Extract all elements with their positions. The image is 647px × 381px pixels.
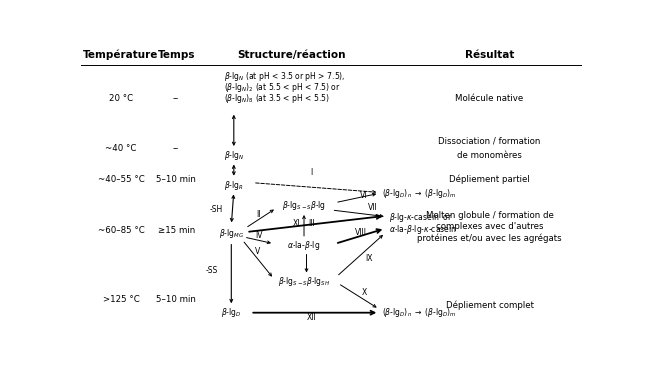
- Text: X: X: [362, 288, 367, 297]
- Text: VIII: VIII: [355, 228, 367, 237]
- Text: 20 °C: 20 °C: [109, 94, 133, 103]
- Text: IV: IV: [255, 231, 263, 240]
- Text: $\beta$-lg$_{S-S}$$\beta$-lg: $\beta$-lg$_{S-S}$$\beta$-lg: [282, 199, 326, 212]
- Text: $\beta$-lg$_{MG}$: $\beta$-lg$_{MG}$: [219, 227, 244, 240]
- Text: ≥15 min: ≥15 min: [157, 226, 195, 235]
- Text: Structure/réaction: Structure/réaction: [237, 50, 345, 59]
- Text: IX: IX: [366, 254, 373, 263]
- Text: ~60–85 °C: ~60–85 °C: [98, 226, 144, 235]
- Text: I: I: [311, 168, 313, 177]
- Text: protéines et/ou avec les agrégats: protéines et/ou avec les agrégats: [417, 233, 562, 243]
- Text: Dépliement partiel: Dépliement partiel: [449, 174, 530, 184]
- Text: Température: Température: [83, 49, 159, 60]
- Text: VI: VI: [360, 191, 368, 200]
- Text: -SS: -SS: [206, 266, 219, 275]
- Text: II: II: [257, 210, 261, 219]
- Text: ~40–55 °C: ~40–55 °C: [98, 175, 144, 184]
- Text: V: V: [256, 247, 261, 256]
- Text: 5–10 min: 5–10 min: [156, 175, 196, 184]
- Text: $\alpha$-la-$\beta$-lg: $\alpha$-la-$\beta$-lg: [287, 239, 321, 252]
- Text: complexes avec d'autres: complexes avec d'autres: [436, 222, 543, 231]
- Text: XII: XII: [307, 314, 316, 322]
- Text: Dissociation / formation: Dissociation / formation: [439, 136, 541, 146]
- Text: $\beta$-lg$_{S-S}$$\beta$-lg$_{SH}$: $\beta$-lg$_{S-S}$$\beta$-lg$_{SH}$: [278, 275, 330, 288]
- Text: de monomères: de monomères: [457, 151, 522, 160]
- Text: ($\beta$-lg$_D$)$_n$ $\rightarrow$ ($\beta$-lg$_D$)$_m$: ($\beta$-lg$_D$)$_n$ $\rightarrow$ ($\be…: [382, 187, 457, 200]
- Text: ($\beta$-lg$_D$)$_n$ $\rightarrow$ ($\beta$-lg$_D$)$_m$: ($\beta$-lg$_D$)$_n$ $\rightarrow$ ($\be…: [382, 306, 457, 319]
- Text: $\beta$-lg$_N$: $\beta$-lg$_N$: [223, 149, 244, 162]
- Text: ($\beta$-lg$_N$)$_2$ (at 5.5 < pH < 7.5) or: ($\beta$-lg$_N$)$_2$ (at 5.5 < pH < 7.5)…: [224, 81, 340, 94]
- Text: Résultat: Résultat: [465, 50, 514, 59]
- Text: III: III: [308, 219, 315, 228]
- Text: Temps: Temps: [157, 50, 195, 59]
- Text: $\beta$-lg$_N$ (at pH < 3.5 or pH > 7.5),: $\beta$-lg$_N$ (at pH < 3.5 or pH > 7.5)…: [224, 70, 345, 83]
- Text: Molécule native: Molécule native: [455, 94, 523, 103]
- Text: >125 °C: >125 °C: [103, 295, 139, 304]
- Text: $\beta$-lg$_R$: $\beta$-lg$_R$: [224, 179, 244, 192]
- Text: --: --: [173, 144, 179, 153]
- Text: Dépliement complet: Dépliement complet: [446, 301, 534, 310]
- Text: --: --: [173, 94, 179, 103]
- Text: $\beta$-lg-$\kappa$-casein  or: $\beta$-lg-$\kappa$-casein or: [389, 211, 453, 224]
- Text: -SH: -SH: [210, 205, 223, 214]
- Text: ~40 °C: ~40 °C: [105, 144, 137, 153]
- Text: XI: XI: [292, 219, 300, 228]
- Text: 5–10 min: 5–10 min: [156, 295, 196, 304]
- Text: Molten globule / formation de: Molten globule / formation de: [426, 211, 553, 220]
- Text: $\beta$-lg$_D$: $\beta$-lg$_D$: [221, 306, 241, 319]
- Text: ($\beta$-lg$_N$)$_8$ (at 3.5 < pH < 5.5): ($\beta$-lg$_N$)$_8$ (at 3.5 < pH < 5.5): [224, 92, 329, 105]
- Text: $\alpha$-la-$\beta$-lg-$\kappa$-casein: $\alpha$-la-$\beta$-lg-$\kappa$-casein: [389, 223, 457, 237]
- Text: VII: VII: [368, 203, 378, 212]
